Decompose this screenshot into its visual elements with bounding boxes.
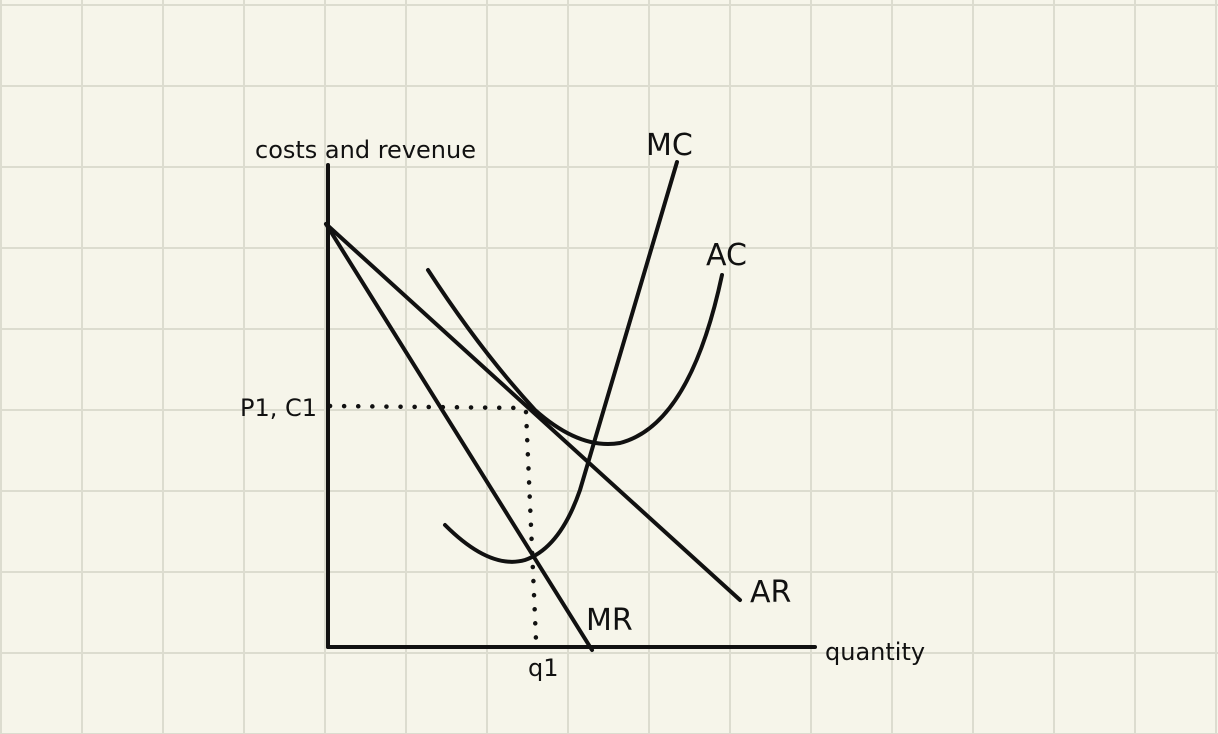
ar-curve <box>324 222 742 602</box>
quantity-label: q1 <box>528 654 559 682</box>
price-cost-label: P1, C1 <box>240 394 317 422</box>
mr-curve <box>324 222 594 652</box>
quantity-guide-line <box>523 409 539 643</box>
ac-label: AC <box>706 238 747 273</box>
y-axis-label: costs and revenue <box>255 136 476 164</box>
x-axis-label: quantity <box>825 638 925 666</box>
mr-label: MR <box>586 603 633 638</box>
ac-curve <box>426 268 724 446</box>
price-guide-line <box>327 403 527 411</box>
mc-curve <box>443 160 679 564</box>
ar-label: AR <box>750 575 791 610</box>
mc-label: MC <box>646 128 693 163</box>
